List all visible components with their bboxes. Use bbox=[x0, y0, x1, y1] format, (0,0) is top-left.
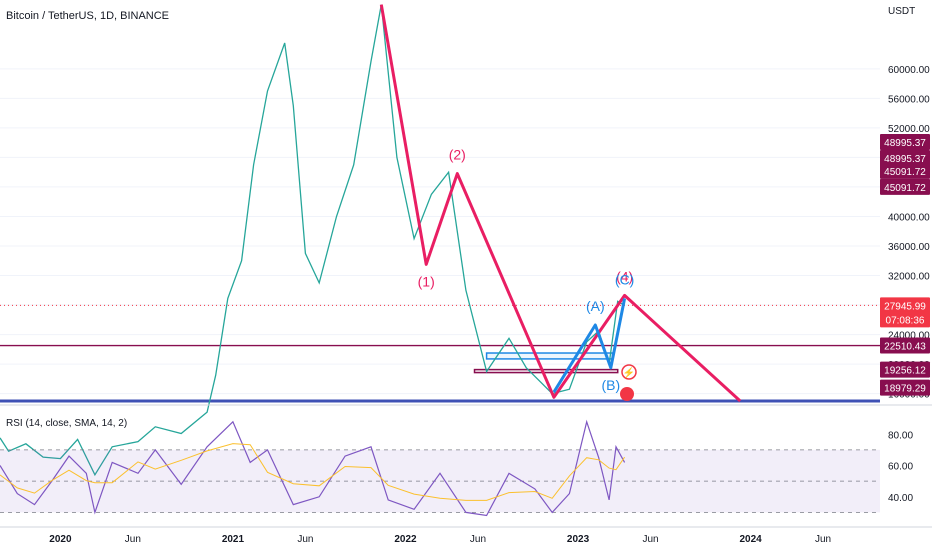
price-badge bbox=[880, 379, 930, 396]
rsi-tick-label: 40.00 bbox=[888, 493, 913, 504]
time-axis[interactable]: 2020 Jun 2021 Jun 2022 Jun 2023 Jun 2024 Jun bbox=[49, 534, 831, 545]
price-badge bbox=[880, 337, 930, 354]
horizontal-lines[interactable] bbox=[0, 304, 880, 403]
price-tick-label: 24000.00 bbox=[888, 331, 930, 342]
price-badges: 48995.37 48995.37 45091.72 45091.72 27945.99… bbox=[880, 134, 930, 396]
time-tick-label: Jun bbox=[297, 534, 313, 545]
price-badge-text: 07:08:36 bbox=[886, 315, 925, 326]
rsi-tick-label: 60.00 bbox=[888, 462, 913, 473]
price-grid bbox=[0, 68, 880, 395]
price-badge bbox=[880, 134, 930, 151]
time-tick-label: 2020 bbox=[49, 534, 72, 545]
rsi-pane[interactable]: RSI (14, close, SMA, 14, 2) 80.00 60.00 40… bbox=[0, 418, 913, 517]
rsi-sma-line bbox=[0, 443, 626, 501]
rsi-label: RSI (14, close, SMA, 14, 2) bbox=[6, 418, 127, 429]
price-axis[interactable]: USDT 60000.0056000.0052000.0048000.00440… bbox=[880, 0, 932, 402]
price-badge-text: 48995.37 bbox=[884, 154, 926, 165]
currency-label: USDT bbox=[888, 6, 915, 17]
lightning-icon[interactable] bbox=[621, 364, 637, 380]
wave-label: (2) bbox=[449, 147, 466, 163]
price-tick-label: 60000.00 bbox=[888, 65, 930, 76]
wave-label: (4) bbox=[616, 268, 633, 284]
rsi-series-line bbox=[0, 419, 626, 517]
price-tick-label: 52000.00 bbox=[888, 124, 930, 135]
price-tick-label: 56000.00 bbox=[888, 94, 930, 105]
wave-label: (C) bbox=[615, 271, 634, 287]
time-tick-label: 2023 bbox=[567, 534, 590, 545]
elliott-wave-main-line[interactable] bbox=[379, 4, 742, 403]
time-tick-label: 2021 bbox=[222, 534, 245, 545]
rsi-ticks: 80.00 60.00 40.00 bbox=[888, 430, 913, 504]
price-tick-label: 36000.00 bbox=[888, 242, 930, 253]
time-tick-label: Jun bbox=[815, 534, 831, 545]
symbol-label: Bitcoin / TetherUS, 1D, BINANCE bbox=[6, 10, 169, 22]
price-badge-text: 18979.29 bbox=[884, 384, 926, 395]
price-badge bbox=[880, 162, 930, 179]
price-badge-text: 48995.37 bbox=[884, 138, 926, 149]
support-zone[interactable] bbox=[473, 368, 619, 374]
wave-label: (B) bbox=[601, 377, 620, 393]
price-tick-label: 32000.00 bbox=[888, 272, 930, 283]
price-badge-text: 19256.12 bbox=[884, 366, 926, 377]
support-zone[interactable] bbox=[485, 352, 614, 360]
price-badge bbox=[880, 297, 930, 314]
wave-labels: (1) (2) (4) (A) (B) (C) bbox=[418, 147, 635, 393]
time-tick-label: 2024 bbox=[739, 534, 762, 545]
price-badge bbox=[880, 150, 930, 167]
price-badge-text: 45091.72 bbox=[884, 167, 926, 178]
wave-label: (1) bbox=[418, 273, 435, 289]
price-tick-label: 40000.00 bbox=[888, 212, 930, 223]
elliott-wave-abc-line[interactable] bbox=[552, 298, 627, 393]
price-badge bbox=[880, 311, 930, 328]
price-badge-text: 27945.99 bbox=[884, 301, 926, 312]
price-axis-background bbox=[880, 0, 932, 402]
price-badge bbox=[880, 178, 930, 195]
time-tick-label: 2022 bbox=[394, 534, 417, 545]
support-zones[interactable] bbox=[473, 352, 619, 374]
price-series-line bbox=[0, 4, 625, 477]
pattern-icons[interactable]: ⚡ bbox=[620, 364, 637, 401]
rsi-reference-lines bbox=[0, 449, 880, 513]
flag-icon[interactable] bbox=[620, 387, 634, 401]
price-badge-text: 45091.72 bbox=[884, 183, 926, 194]
rsi-tick-label: 80.00 bbox=[888, 430, 913, 441]
price-badge bbox=[880, 361, 930, 378]
time-tick-label: Jun bbox=[642, 534, 658, 545]
price-badge-text: 22510.43 bbox=[884, 342, 926, 353]
lightning-glyph: ⚡ bbox=[623, 366, 635, 379]
time-tick-label: Jun bbox=[470, 534, 486, 545]
wave-label: (A) bbox=[586, 298, 605, 314]
time-tick-label: Jun bbox=[125, 534, 141, 545]
main-pane[interactable]: (1) (2) (4) (A) (B) (C) ⚡ bbox=[0, 4, 880, 477]
